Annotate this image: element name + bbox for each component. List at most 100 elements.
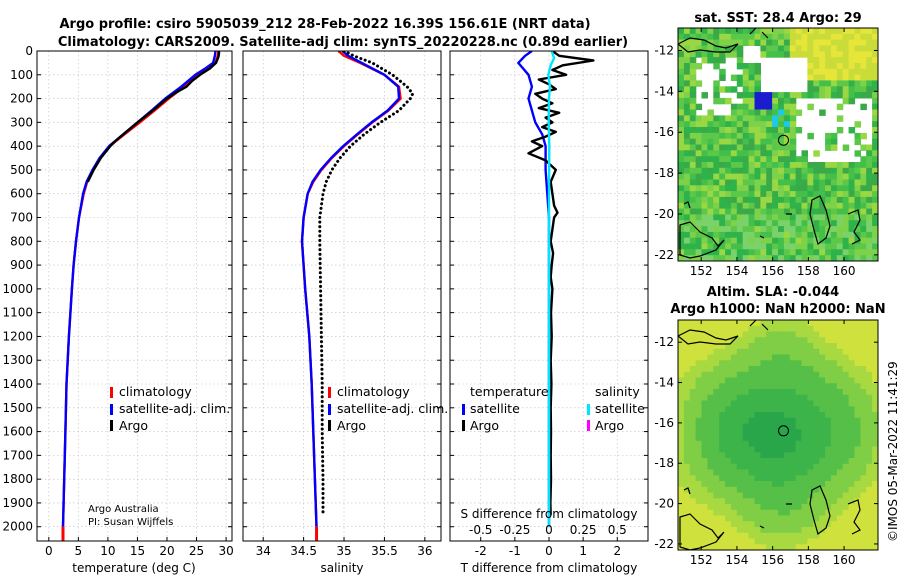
x2-tick-label: -0.25 xyxy=(499,523,530,537)
map-cell xyxy=(695,417,703,425)
map-cell xyxy=(695,220,703,227)
map-cell xyxy=(766,423,773,430)
map-cell xyxy=(736,173,744,180)
map-cell xyxy=(689,249,697,256)
map-cell xyxy=(742,486,750,494)
map-cell xyxy=(725,435,732,442)
map-cell xyxy=(772,389,779,396)
map-cell xyxy=(707,343,714,350)
map-cell xyxy=(789,103,797,111)
map-cell xyxy=(760,400,767,407)
legend3-temp-argo-swatch xyxy=(462,420,465,431)
map-cell xyxy=(695,446,703,453)
map-cell xyxy=(842,440,850,448)
map-cell xyxy=(813,63,820,70)
map-cell xyxy=(678,33,685,41)
map-cell xyxy=(772,150,779,157)
map-cell xyxy=(860,440,867,448)
map-cell xyxy=(760,167,767,175)
map-cell xyxy=(848,481,856,488)
map-cell xyxy=(766,527,773,534)
map-cell xyxy=(701,343,708,350)
map-cell xyxy=(836,417,844,425)
map-cell xyxy=(730,103,738,111)
map-cell xyxy=(683,138,691,146)
map-cell xyxy=(872,33,878,41)
map-cell xyxy=(725,208,732,215)
map-cell xyxy=(848,435,856,442)
map-cell xyxy=(766,325,773,333)
map-cell xyxy=(736,45,744,52)
map-cell xyxy=(736,202,744,210)
map-cell xyxy=(772,115,779,122)
map-cell xyxy=(866,45,873,52)
map-cell xyxy=(678,383,685,390)
map-cell xyxy=(736,446,744,453)
map-cell xyxy=(866,475,873,482)
map-cell xyxy=(842,92,850,99)
map-cell xyxy=(866,243,873,250)
sla-map-field xyxy=(678,320,878,550)
map-cell xyxy=(695,121,703,128)
map-cell xyxy=(819,68,826,76)
map-cell xyxy=(719,162,726,169)
map-cell xyxy=(713,214,720,221)
map-cell xyxy=(713,394,720,402)
map-cell xyxy=(748,68,756,76)
map-cell xyxy=(678,348,685,356)
map-cell xyxy=(730,132,738,140)
map-cell xyxy=(772,417,779,425)
map-cell xyxy=(836,231,844,239)
map-cell xyxy=(725,196,732,204)
map-cell xyxy=(766,51,773,58)
map-cell xyxy=(766,255,773,261)
map-cell xyxy=(778,366,785,373)
sla-map-title-line2: Argo h1000: NaN h2000: NaN xyxy=(670,302,885,317)
map-cell xyxy=(830,429,838,436)
map-cell xyxy=(683,127,691,134)
map-cell xyxy=(754,202,761,210)
map-cell xyxy=(860,348,867,356)
map-cell xyxy=(778,51,785,58)
map-cell xyxy=(789,39,797,46)
depth-tick-label: 300 xyxy=(10,115,33,129)
map-cell xyxy=(807,475,814,482)
map-cell xyxy=(748,354,756,361)
map-cell xyxy=(748,538,756,545)
map-cell xyxy=(778,498,785,505)
map-cell xyxy=(742,185,750,192)
map-cell xyxy=(866,337,873,344)
map-cell xyxy=(772,532,779,540)
map-cell xyxy=(766,400,773,407)
map-cell xyxy=(695,492,703,499)
map-cell xyxy=(801,51,808,58)
map-cell xyxy=(678,57,685,64)
map-cell xyxy=(807,249,814,256)
map-cell xyxy=(830,231,838,239)
map-cell xyxy=(748,103,756,111)
map-lon-label: 158 xyxy=(797,264,820,278)
map-cell xyxy=(825,162,832,169)
map-cell xyxy=(683,167,691,175)
map-cell xyxy=(725,121,732,128)
map-cell xyxy=(872,377,878,384)
map-cell xyxy=(701,383,708,390)
temperature-legend: climatology satellite-adj. clim. Argo xyxy=(110,384,230,433)
map-cell xyxy=(783,366,791,373)
map-cell xyxy=(678,144,685,151)
map-cell xyxy=(801,39,808,46)
map-cell xyxy=(783,325,791,333)
map-cell xyxy=(848,463,856,471)
map-cell xyxy=(872,68,878,76)
map-cell xyxy=(795,249,803,256)
map-cell xyxy=(866,162,873,169)
map-cell xyxy=(778,150,785,157)
map-cell xyxy=(860,68,867,76)
map-cell xyxy=(795,366,803,373)
map-cell xyxy=(683,452,691,459)
map-cell xyxy=(872,208,878,215)
map-cell xyxy=(872,532,878,540)
map-cell xyxy=(736,226,744,233)
map-cell xyxy=(807,162,814,169)
map-cell xyxy=(825,255,832,261)
